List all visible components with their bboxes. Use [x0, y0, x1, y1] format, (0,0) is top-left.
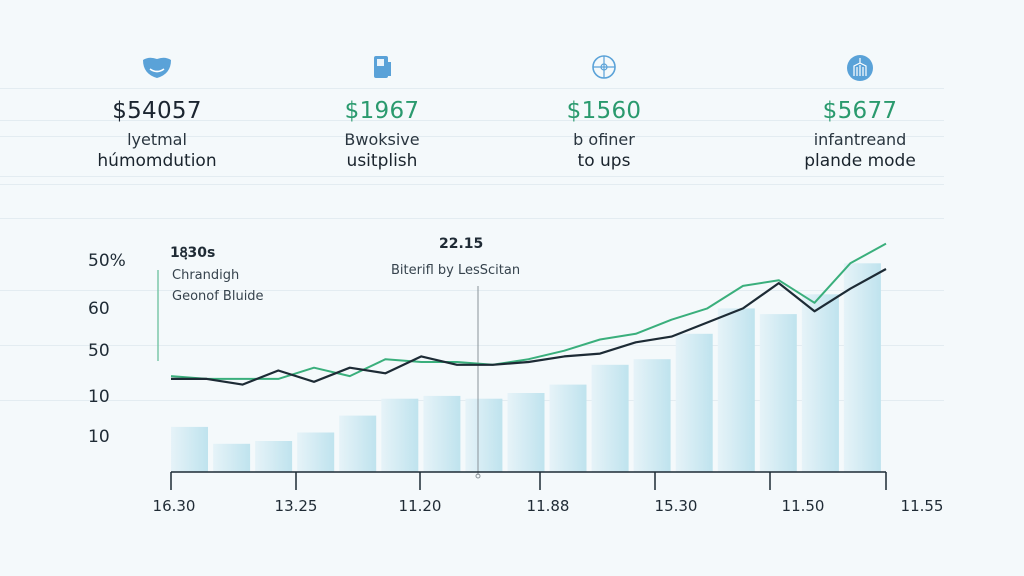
annotation-text: Biterifl by LesScitan	[391, 263, 521, 278]
y-tick-label: 50	[88, 341, 110, 361]
bg-gridline	[0, 345, 944, 346]
bar	[633, 359, 671, 472]
bar	[507, 393, 545, 472]
globe-icon	[588, 54, 620, 82]
bg-gridline	[0, 136, 944, 137]
kpi-sublabel: húmomdution	[97, 151, 217, 171]
bg-gridline	[0, 290, 944, 291]
y-tick-label: 50%	[88, 251, 126, 271]
x-tick-label: 11.55	[900, 497, 944, 515]
bg-gridline	[0, 184, 944, 185]
x-tick-label: 11.20	[398, 497, 442, 515]
face-icon	[141, 54, 173, 82]
bar	[843, 263, 881, 472]
annotation-text: Geonof Bluide	[172, 289, 264, 304]
bar	[171, 426, 208, 472]
bar	[423, 395, 461, 472]
kpi-label: b ofiner	[573, 130, 635, 149]
bar	[381, 398, 419, 472]
bar	[675, 333, 713, 472]
kpi-value: $1967	[344, 98, 420, 124]
kpi-value: $1560	[566, 98, 642, 124]
kpi-value: $5677	[822, 98, 898, 124]
kpi-sublabel: to ups	[577, 151, 631, 171]
bg-gridline	[0, 218, 944, 219]
x-tick-label: 16.30	[152, 497, 196, 515]
annotation-marker-dot	[475, 473, 481, 479]
bar	[591, 364, 629, 472]
bar	[339, 415, 377, 472]
kpi-label: lyetmal	[127, 130, 187, 149]
kpi-card: $1967 Bwoksive usitplish	[282, 54, 482, 171]
bg-gridline	[0, 176, 944, 177]
kpi-label: infantreand	[813, 130, 907, 149]
annotation-title: 22.15	[439, 236, 484, 252]
bar	[297, 432, 335, 472]
x-tick-label: 13.25	[274, 497, 318, 515]
kpi-value: $54057	[112, 98, 202, 124]
x-tick-label: 11.50	[781, 497, 825, 515]
building-icon	[844, 54, 876, 82]
bar	[759, 314, 797, 472]
bar	[801, 294, 839, 472]
series-line-dark	[171, 268, 887, 386]
y-tick-label: 10	[88, 427, 110, 447]
y-tick-label: 60	[88, 299, 110, 319]
annotation-text: Chrandigh	[172, 268, 240, 283]
bg-gridline	[0, 88, 944, 89]
bg-gridline	[0, 120, 944, 121]
y-tick-label: 10	[88, 387, 110, 407]
bar	[717, 308, 755, 472]
x-tick-label: 11.88	[526, 497, 570, 515]
book-icon	[366, 54, 398, 82]
kpi-card: $54057 lyetmal húmomdution	[57, 54, 257, 171]
bar	[255, 441, 293, 472]
bar	[549, 384, 587, 472]
kpi-sublabel: usitplish	[346, 151, 418, 171]
kpi-card: $1560 b ofiner to ups	[504, 54, 704, 171]
x-tick-label: 15.30	[654, 497, 698, 515]
kpi-sublabel: plande mode	[804, 151, 916, 171]
kpi-label: Bwoksive	[344, 130, 420, 149]
bar	[213, 443, 251, 472]
kpi-card: $5677 infantreand plande mode	[760, 54, 960, 171]
bar	[465, 398, 503, 472]
annotation-title: 18ฺ30s	[170, 245, 216, 261]
